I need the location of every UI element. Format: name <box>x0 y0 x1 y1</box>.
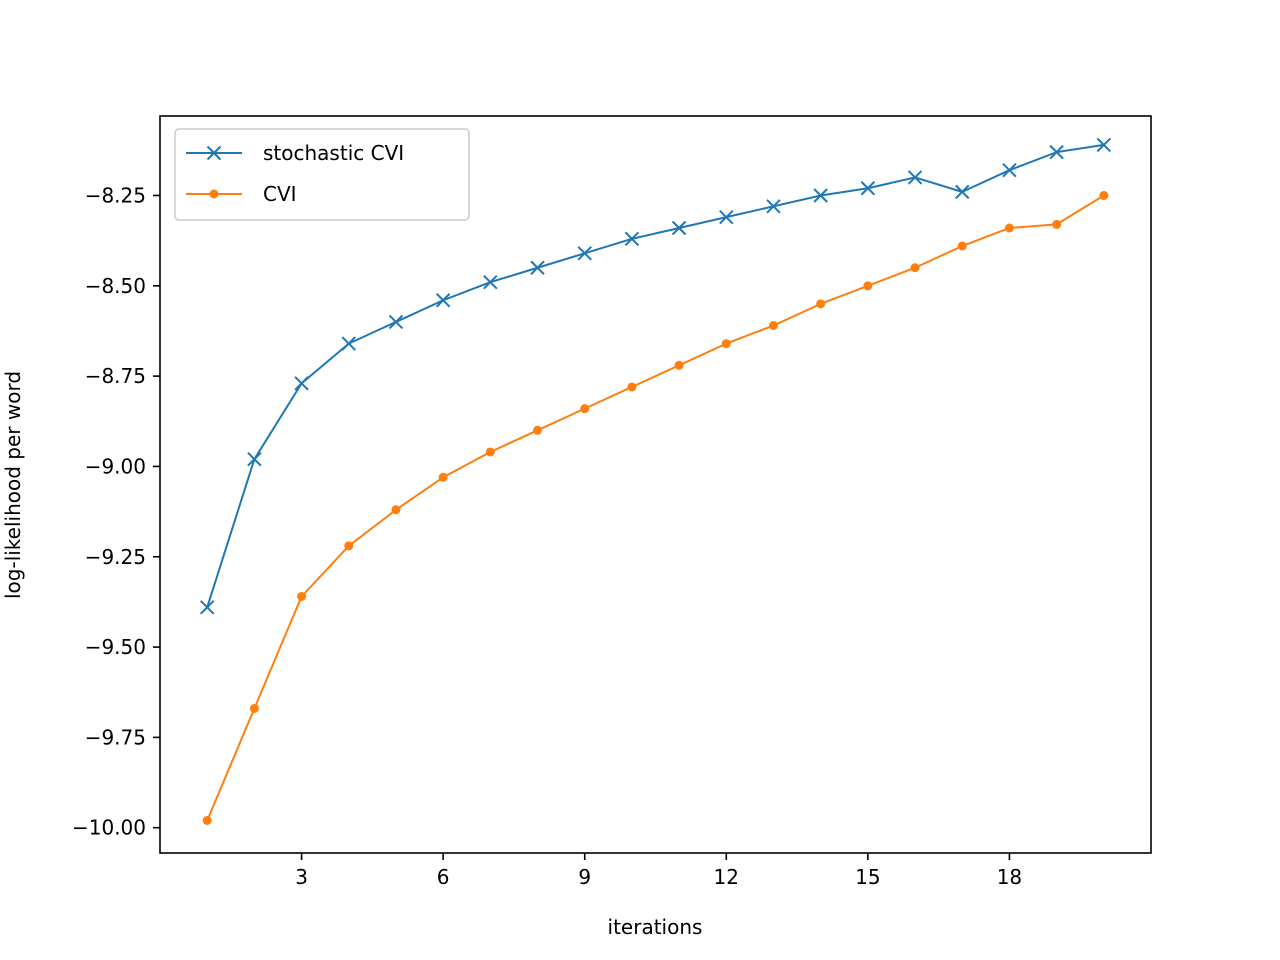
data-point-stochastic-cvi <box>483 274 498 290</box>
data-point-cvi <box>391 505 401 515</box>
data-point-stochastic-cvi <box>435 293 451 308</box>
data-point-cvi <box>438 472 448 482</box>
data-point-stochastic-cvi <box>199 600 215 615</box>
y-tick-label: −9.75 <box>85 725 146 749</box>
data-point-cvi <box>627 382 637 392</box>
data-point-stochastic-cvi-stroke-b <box>813 188 828 203</box>
data-point-stochastic-cvi-stroke-b <box>1049 144 1064 160</box>
data-point-stochastic-cvi <box>1049 144 1064 160</box>
data-point-stochastic-cvi-stroke-b <box>247 452 262 467</box>
data-point-cvi <box>1004 223 1014 233</box>
series-line-stochastic-cvi <box>206 143 1104 608</box>
data-point-stochastic-cvi <box>247 452 262 467</box>
data-point-stochastic-cvi <box>388 314 404 330</box>
data-point-stochastic-cvi <box>719 209 734 225</box>
data-point-cvi <box>1052 219 1062 229</box>
y-tick-label: −8.25 <box>85 183 146 207</box>
data-point-stochastic-cvi-stroke-b <box>719 209 734 225</box>
data-point-stochastic-cvi <box>294 376 309 391</box>
data-point-stochastic-cvi-stroke-b <box>624 231 640 247</box>
x-tick-label: 9 <box>578 865 591 889</box>
legend-marker-symbol <box>206 145 222 161</box>
data-point-stochastic-cvi <box>860 181 876 196</box>
data-point-cvi <box>674 360 684 370</box>
legend-label-stochastic-cvi: stochastic CVI <box>263 141 404 165</box>
data-point-stochastic-cvi <box>577 246 592 261</box>
data-point-stochastic-cvi <box>341 336 356 351</box>
series-line-cvi <box>206 194 1105 821</box>
legend-marker-stochastic-cvi <box>206 145 222 161</box>
data-point-stochastic-cvi-stroke-b <box>388 314 404 330</box>
data-point-stochastic-cvi <box>671 220 687 236</box>
data-point-stochastic-cvi <box>1002 162 1017 178</box>
legend-marker-cvi <box>209 189 219 199</box>
data-point-cvi <box>721 339 731 349</box>
data-point-stochastic-cvi-stroke-b <box>766 199 781 214</box>
legend-marker-symbol <box>209 189 219 199</box>
data-point-stochastic-cvi-stroke-b <box>1096 137 1112 153</box>
legend-marker-symbol-stroke-b <box>206 145 222 161</box>
legend: stochastic CVI CVI <box>174 128 470 221</box>
data-point-stochastic-cvi-stroke-b <box>1002 162 1017 178</box>
series-layer <box>199 137 1112 825</box>
data-point-cvi <box>816 299 826 309</box>
data-point-cvi <box>910 263 920 273</box>
data-point-cvi <box>202 815 212 825</box>
data-point-cvi <box>297 591 307 601</box>
data-point-stochastic-cvi <box>1096 137 1112 153</box>
data-point-stochastic-cvi-stroke-b <box>577 246 592 261</box>
y-tick-label: −9.00 <box>85 454 146 478</box>
data-point-stochastic-cvi <box>766 199 781 214</box>
data-point-cvi <box>957 241 967 251</box>
data-point-cvi <box>249 703 259 713</box>
data-point-cvi <box>344 541 354 551</box>
data-point-stochastic-cvi-stroke-b <box>483 274 498 290</box>
data-point-stochastic-cvi <box>813 188 828 203</box>
data-point-cvi <box>485 447 495 457</box>
data-point-stochastic-cvi-stroke-b <box>530 260 545 275</box>
x-axis: 3 6 9 12 15 18 <box>295 853 1022 889</box>
data-point-stochastic-cvi <box>955 184 970 200</box>
plot-area <box>160 116 1151 853</box>
data-point-stochastic-cvi-stroke-b <box>907 170 923 185</box>
x-tick-label: 3 <box>295 865 308 889</box>
data-point-stochastic-cvi-stroke-b <box>294 376 309 391</box>
y-tick-label: −9.50 <box>85 635 146 659</box>
data-point-cvi <box>863 281 873 291</box>
data-point-stochastic-cvi <box>530 260 545 275</box>
data-point-stochastic-cvi-stroke-b <box>860 181 876 196</box>
plot-frame <box>159 115 1152 854</box>
y-tick-label: −8.50 <box>85 274 146 298</box>
x-tick-label: 12 <box>714 865 739 889</box>
data-point-stochastic-cvi-stroke-b <box>671 220 687 236</box>
data-point-cvi <box>768 321 778 331</box>
data-point-stochastic-cvi-stroke-b <box>341 336 356 351</box>
data-point-cvi <box>1099 190 1109 200</box>
x-axis-label: iterations <box>608 915 703 939</box>
data-point-stochastic-cvi <box>624 231 640 247</box>
x-tick-label: 6 <box>437 865 450 889</box>
y-axis: −10.00 −9.75 −9.50 −9.25 −9.00 −8.75 −8.50 −8.2… <box>72 183 160 840</box>
data-point-stochastic-cvi-stroke-b <box>199 600 215 615</box>
data-point-stochastic-cvi-stroke-b <box>955 184 970 200</box>
data-point-cvi <box>580 404 590 414</box>
y-tick-label: −10.00 <box>72 816 146 840</box>
data-point-stochastic-cvi-stroke-b <box>435 293 451 308</box>
x-tick-label: 18 <box>997 865 1022 889</box>
data-point-cvi <box>533 425 543 435</box>
y-tick-label: −8.75 <box>85 364 146 388</box>
legend-box <box>174 128 470 221</box>
y-tick-label: −9.25 <box>85 545 146 569</box>
data-point-stochastic-cvi <box>907 170 923 185</box>
legend-label-cvi: CVI <box>263 182 297 206</box>
y-axis-label: log-likelihood per word <box>1 371 25 599</box>
x-tick-label: 15 <box>855 865 880 889</box>
